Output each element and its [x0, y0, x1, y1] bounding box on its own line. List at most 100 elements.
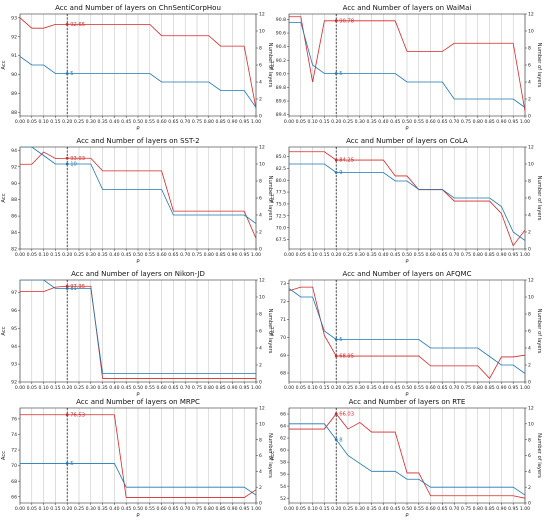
x-tick-label: 0.45 [390, 385, 400, 391]
x-tick-label: 0.60 [425, 506, 435, 512]
x-tick-label: 0.75 [192, 119, 202, 125]
x-tick-label: 0.60 [156, 119, 166, 125]
layers-marker-label: 5 [70, 71, 73, 77]
x-tick-label: 0.55 [145, 119, 155, 125]
y-right-tick-label: 10 [259, 295, 265, 301]
y-right-tick-label: 4 [528, 213, 531, 219]
y-left-tick-label: 96 [11, 308, 17, 314]
acc-series-line [20, 285, 256, 379]
x-tick-label: 0.70 [449, 252, 459, 258]
x-tick-label: 0.75 [192, 506, 202, 512]
acc-series-line [20, 151, 256, 239]
acc-marker-label: 92.65 [70, 22, 85, 28]
y-left-tick-label: 74 [11, 432, 17, 438]
x-tick-label: 1.00 [520, 385, 530, 391]
layers-marker-point [334, 338, 338, 341]
y-left-tick-label: 94 [11, 344, 17, 350]
y-left-tick-label: 70 [280, 335, 286, 341]
layers-series-line [20, 147, 256, 224]
layers-series-line [20, 56, 256, 108]
x-tick-label: 0.20 [62, 385, 72, 391]
y-left-tick-label: 75.0 [276, 202, 286, 208]
x-tick-label: 0.90 [227, 119, 237, 125]
y-left-tick-label: 93 [11, 15, 17, 21]
x-tick-label: 0.05 [27, 385, 37, 391]
y-right-tick-label: 6 [259, 329, 262, 335]
x-tick-label: 0.10 [307, 119, 317, 125]
y-right-tick-label: 10 [259, 29, 265, 35]
x-tick-label: 0.25 [343, 119, 353, 125]
y-left-tick-label: 60 [280, 448, 286, 454]
x-axis-label: ρ [136, 391, 140, 397]
chart-title: Acc and Number of layers on ChnSentiCorp… [55, 4, 221, 12]
y-right-tick-label: 6 [528, 329, 531, 335]
x-tick-label: 0.35 [97, 506, 107, 512]
y-left-axis-label: Acc [1, 193, 7, 202]
chart-title: Acc and Number of layers on MRPC [76, 398, 200, 406]
y-left-axis-label: Acc [270, 326, 276, 335]
acc-marker-label: 97.35 [70, 284, 85, 290]
y-left-tick-label: 92 [11, 380, 17, 386]
y-right-tick-label: 2 [259, 97, 262, 103]
x-tick-label: 0.15 [319, 252, 329, 258]
x-axis-label: ρ [405, 258, 409, 264]
acc-series-line [289, 151, 525, 247]
y-left-tick-label: 80.0 [276, 178, 286, 184]
x-tick-label: 0.30 [86, 506, 96, 512]
y-right-tick-label: 4 [528, 80, 531, 86]
y-left-tick-label: 90.2 [276, 58, 286, 64]
x-tick-label: 0.10 [38, 119, 48, 125]
x-tick-label: 0.00 [284, 119, 294, 125]
x-tick-label: 0.45 [390, 506, 400, 512]
x-tick-label: 0.95 [508, 119, 518, 125]
chart-panel-3: Acc and Number of layers on SST-2 0.00 0.0… [1, 137, 273, 264]
y-left-tick-label: 82.5 [276, 166, 286, 172]
x-tick-label: 0.65 [437, 506, 447, 512]
x-tick-label: 0.60 [156, 506, 166, 512]
x-tick-label: 0.70 [180, 506, 190, 512]
y-left-axis-label: Acc [270, 193, 276, 202]
acc-series-line [289, 16, 525, 112]
x-tick-label: 0.65 [168, 385, 178, 391]
y-right-tick-label: 4 [528, 469, 531, 475]
layers-marker-point [334, 171, 338, 174]
y-right-axis-label: Number of layers [267, 309, 273, 354]
x-tick-label: 0.35 [97, 385, 107, 391]
y-right-tick-label: 6 [259, 63, 262, 69]
x-tick-label: 0.65 [437, 385, 447, 391]
chart-panel-7: Acc and Number of layers on MRPC 0.00 0.05… [1, 398, 273, 518]
x-tick-label: 0.85 [215, 119, 225, 125]
x-tick-label: 0.65 [168, 252, 178, 258]
x-tick-label: 0.50 [133, 506, 143, 512]
x-tick-label: 0.15 [50, 385, 60, 391]
layers-marker-point [65, 287, 69, 290]
x-tick-label: 0.40 [109, 385, 119, 391]
x-axis-label: ρ [136, 258, 140, 264]
x-tick-label: 0.15 [319, 506, 329, 512]
y-right-tick-label: 12 [528, 145, 534, 151]
x-tick-label: 0.25 [343, 252, 353, 258]
x-tick-label: 0.15 [319, 119, 329, 125]
layers-marker-point [334, 438, 338, 442]
acc-marker-point [334, 412, 338, 416]
y-left-tick-label: 94 [11, 148, 17, 154]
y-left-tick-label: 86 [11, 214, 17, 220]
x-tick-label: 0.00 [15, 385, 25, 391]
x-tick-label: 0.20 [331, 385, 341, 391]
x-tick-label: 0.20 [62, 252, 72, 258]
acc-marker-label: 84.25 [339, 158, 354, 164]
x-tick-label: 0.95 [508, 506, 518, 512]
layers-series-line [289, 423, 525, 496]
x-tick-label: 0.90 [496, 252, 506, 258]
x-tick-label: 0.60 [425, 119, 435, 125]
x-tick-label: 0.45 [390, 252, 400, 258]
x-tick-label: 0.75 [461, 385, 471, 391]
y-right-tick-label: 2 [528, 485, 531, 491]
layers-marker-label: 9 [339, 170, 342, 176]
acc-series-line [289, 286, 525, 380]
acc-marker-point [65, 284, 69, 288]
y-right-axis-label: Number of layers [536, 176, 542, 221]
y-left-tick-label: 90.8 [276, 17, 286, 23]
x-tick-label: 0.45 [390, 119, 400, 125]
